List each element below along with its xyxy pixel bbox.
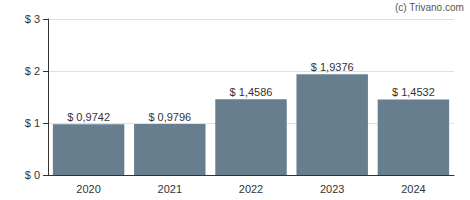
svg-text:2022: 2022 xyxy=(239,183,263,195)
svg-text:$ 0,9742: $ 0,9742 xyxy=(67,111,110,123)
svg-text:$ 2: $ 2 xyxy=(25,65,40,77)
svg-text:$ 0,9796: $ 0,9796 xyxy=(148,111,191,123)
svg-text:2020: 2020 xyxy=(76,183,100,195)
svg-text:$ 3: $ 3 xyxy=(25,13,40,25)
svg-text:2021: 2021 xyxy=(158,183,182,195)
svg-text:$ 1: $ 1 xyxy=(25,117,40,129)
svg-text:$ 1,4586: $ 1,4586 xyxy=(230,86,273,98)
svg-text:2023: 2023 xyxy=(320,183,344,195)
svg-text:$ 0: $ 0 xyxy=(25,169,40,181)
svg-text:(c) Trivano.com: (c) Trivano.com xyxy=(395,2,464,13)
svg-text:2024: 2024 xyxy=(401,183,425,195)
svg-text:$ 1,4532: $ 1,4532 xyxy=(392,86,435,98)
svg-text:$ 1,9376: $ 1,9376 xyxy=(311,61,354,73)
